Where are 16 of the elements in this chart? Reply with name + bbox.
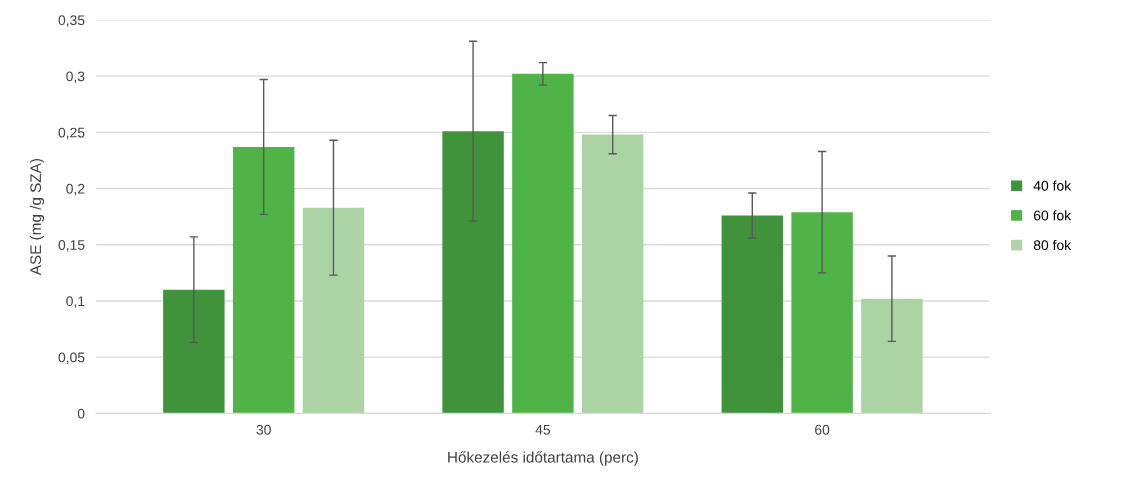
y-tick-label: 0,35 (58, 15, 85, 27)
x-axis-title: Hőkezelés időtartama (perc) (448, 451, 638, 466)
y-tick-label: 0,1 (66, 296, 85, 308)
x-tick-label: 60 (815, 424, 830, 435)
legend-label: 40 fok (1033, 180, 1072, 191)
legend-label: 80 fok (1033, 239, 1072, 251)
y-tick-label: 0,2 (66, 183, 85, 196)
y-tick-label: 0 (77, 408, 85, 419)
legend-label: 60 fok (1033, 210, 1072, 221)
y-tick-label: 0,25 (58, 127, 85, 140)
x-tick-label: 30 (256, 424, 271, 435)
y-axis-title: ASE (mg /g SZA) (29, 159, 45, 276)
x-tick-label: 45 (535, 424, 551, 435)
y-tick-label: 0,15 (58, 240, 85, 252)
y-tick-label: 0,3 (66, 71, 85, 83)
y-tick-label: 0,05 (58, 352, 85, 364)
